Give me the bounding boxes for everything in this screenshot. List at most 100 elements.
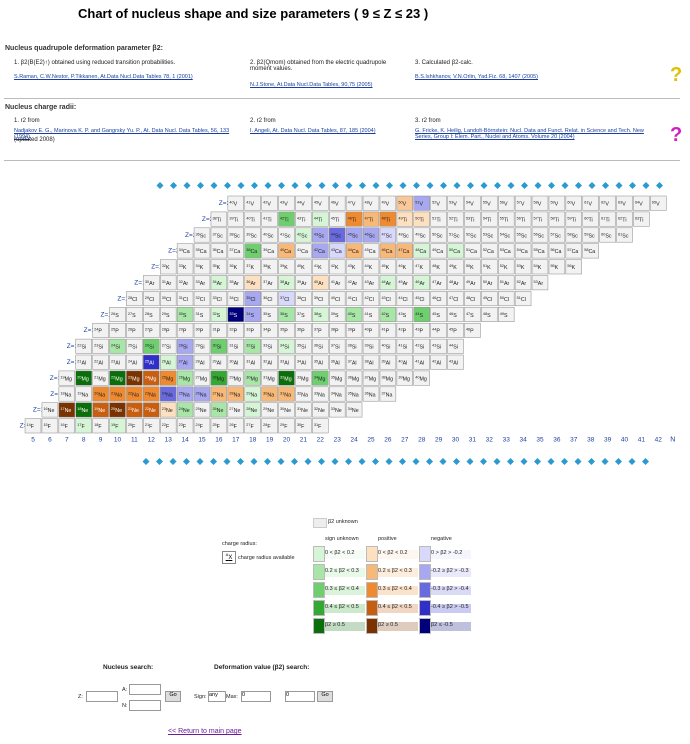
element-symbol: P <box>267 329 271 335</box>
element-symbol: Si <box>284 345 289 351</box>
input[interactable]: 0 <box>285 691 315 702</box>
item-ref[interactable]: N.J.Stone, At.Data Nucl.Data Tables, 90,… <box>250 82 373 88</box>
mass-number: 49 <box>449 264 453 268</box>
n-tick-label: 12 <box>148 437 156 444</box>
n-tick-label: 21 <box>300 437 308 444</box>
nuclide-cell <box>227 402 245 418</box>
go-button[interactable]: Go <box>165 691 181 702</box>
mass-number: 27 <box>128 312 132 316</box>
nuclide-cell <box>548 195 566 211</box>
nuclide-cell <box>514 227 532 243</box>
element-symbol: Si <box>436 345 441 351</box>
mass-number: 16 <box>60 423 64 427</box>
nuclide-label: 44Ar <box>381 280 391 287</box>
element-symbol: Mg <box>369 376 376 382</box>
nuclide-cell <box>210 370 228 386</box>
mass-number: 47 <box>365 216 369 220</box>
nuclide-label: 64V <box>635 201 643 208</box>
element-symbol: Ne <box>98 408 105 414</box>
nuclide-label: 31Cl <box>179 296 188 303</box>
nuclide-cell <box>379 322 397 338</box>
nuclide-cell <box>312 259 329 275</box>
return-link[interactable]: << Return to main page <box>168 728 242 735</box>
nuclide-cell <box>210 338 228 354</box>
nuclide-label: 29P <box>179 328 187 335</box>
item-ref[interactable]: G. Fricke, K. Heilig, Landolt-Börnstein:… <box>415 128 644 140</box>
element-symbol: Na <box>284 392 291 398</box>
mass-number: 37 <box>263 280 267 284</box>
input[interactable] <box>129 684 161 695</box>
nuclide-label: 29S <box>162 312 170 319</box>
help-icon[interactable]: ? <box>670 64 683 86</box>
mass-number: 35 <box>348 391 352 395</box>
nuclide-cell <box>210 211 228 227</box>
nuclide-label: 26P <box>128 328 136 335</box>
nuclide-label: 39Al <box>381 360 390 367</box>
element-symbol: Cl <box>250 297 255 303</box>
nuclide-label: 29Cl <box>145 296 154 303</box>
nuclide-cell <box>329 195 346 211</box>
item-ref[interactable]: S.Raman, C.W.Nestor, P.Tikkanen, At.Data… <box>14 74 193 80</box>
element-symbol: Si <box>166 345 171 351</box>
nuclide-cell <box>582 195 599 211</box>
element-symbol: Ca <box>504 249 511 255</box>
nuclide-cell <box>261 386 278 402</box>
n-tick-label: 30 <box>452 437 460 444</box>
element-symbol: Sc <box>200 233 207 239</box>
go-button[interactable]: Go <box>317 691 333 702</box>
element-symbol: Cl <box>183 297 188 303</box>
nuclide-cell <box>75 418 92 434</box>
mass-number: 32 <box>179 280 183 284</box>
input[interactable] <box>129 700 161 711</box>
nuclide-label: 53Ar <box>534 280 544 287</box>
mass-number: 52 <box>432 201 436 205</box>
element-symbol: F <box>183 424 187 430</box>
nuclide-label: 56V <box>500 201 508 208</box>
mass-number: 47 <box>398 248 402 252</box>
mass-number: 56 <box>517 216 521 220</box>
element-symbol: Ti <box>504 217 508 223</box>
mass-number: 35 <box>212 264 216 268</box>
nuclide-cell <box>413 354 430 370</box>
nuclide-cell <box>329 370 346 386</box>
n-tick-label: 38 <box>587 437 595 444</box>
nuclide-cell <box>261 211 278 227</box>
element-symbol: Mg <box>419 376 426 382</box>
nuclide-cell <box>109 354 126 370</box>
nuclide-label: 53Ti <box>466 216 474 223</box>
item-ref[interactable]: B.S.Ishkhanov, V.N.Orlin, Yad.Fiz. 68, 1… <box>415 74 539 80</box>
select[interactable]: any <box>208 691 226 702</box>
diamond <box>210 182 218 189</box>
nuclide-label: 48S <box>483 312 491 319</box>
nuclide-label: 59Sc <box>584 232 595 239</box>
mass-number: 37 <box>348 360 352 364</box>
help-icon[interactable]: ? <box>670 124 683 146</box>
n-tick-label: 28 <box>418 437 426 444</box>
input[interactable]: 0 <box>241 691 271 702</box>
mass-number: 38 <box>314 312 318 316</box>
mass-number: 36 <box>348 375 352 379</box>
item-ref[interactable]: I. Angeli, At. Data Nucl. Data Tables, 8… <box>250 128 376 134</box>
mass-number: 23 <box>94 344 98 348</box>
diamond <box>237 458 244 465</box>
nuclide-label: 23Al <box>111 360 120 367</box>
nuclide-cell <box>193 307 211 322</box>
nuclide-cell <box>616 195 633 211</box>
element-symbol: S <box>504 313 508 319</box>
mass-number: 21 <box>111 391 115 395</box>
legend-swatch <box>366 582 378 598</box>
item-ref[interactable]: Nadjakov E. G., Marinova K. P. and Gangr… <box>14 128 230 140</box>
input[interactable] <box>86 691 118 702</box>
element-symbol: K <box>217 265 221 271</box>
nuclide-label: 17Ne <box>60 407 71 414</box>
legend-heading: negative <box>431 536 452 542</box>
nuclide-label: 30P <box>196 328 204 335</box>
mass-number: 26 <box>111 312 115 316</box>
mass-number: 47 <box>415 264 419 268</box>
mass-number: 39 <box>229 216 233 220</box>
mass-number: 43 <box>365 280 369 284</box>
mass-number: 39 <box>381 360 385 364</box>
element-symbol: Si <box>183 345 188 351</box>
mass-number: 33 <box>229 312 233 316</box>
mass-number: 42 <box>331 264 335 268</box>
